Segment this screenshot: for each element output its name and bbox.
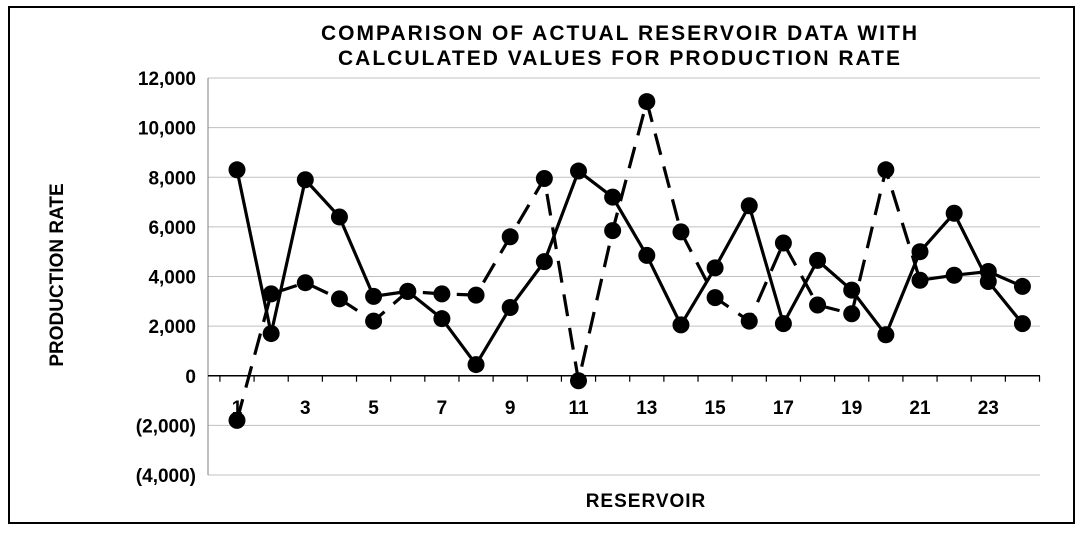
x-tick-label: 15 bbox=[705, 398, 727, 419]
solid-series-point bbox=[740, 197, 758, 215]
dashed-series-point bbox=[262, 285, 280, 303]
solid-series-point bbox=[877, 326, 895, 344]
series-lines bbox=[235, 99, 1024, 421]
dashed-series-point bbox=[467, 286, 485, 304]
x-axis-label: RESERVOIR bbox=[586, 491, 707, 512]
dashed-series-point bbox=[535, 169, 553, 187]
solid-series-point bbox=[1013, 315, 1031, 333]
dashed-series-point bbox=[604, 222, 622, 240]
x-tick-label: 11 bbox=[568, 398, 589, 419]
dashed-series-line bbox=[235, 99, 1024, 421]
solid-series-point bbox=[433, 310, 451, 328]
dashed-series-point bbox=[911, 271, 929, 289]
dashed-series-point bbox=[877, 161, 895, 179]
x-tick-label: 21 bbox=[909, 398, 931, 419]
x-tick-label: 19 bbox=[841, 398, 862, 419]
dashed-series-point bbox=[228, 411, 246, 429]
x-tick-label: 1 bbox=[232, 398, 243, 419]
solid-series-point bbox=[911, 243, 929, 261]
y-tick-label: (4,000) bbox=[136, 466, 196, 487]
x-tick-label: 5 bbox=[368, 398, 379, 419]
y-axis-label: PRODUCTION RATE bbox=[47, 183, 68, 366]
y-tick-label: 4,000 bbox=[148, 268, 196, 289]
dashed-series-point bbox=[774, 234, 792, 252]
dashed-series-point bbox=[1013, 277, 1031, 295]
solid-series-point bbox=[262, 325, 280, 343]
y-tick-label: 6,000 bbox=[148, 218, 196, 239]
dashed-series-point bbox=[296, 274, 314, 292]
solid-series-point bbox=[501, 299, 519, 317]
dashed-series-point bbox=[843, 305, 861, 323]
solid-series-point bbox=[843, 281, 861, 299]
dashed-series-point bbox=[979, 263, 997, 281]
gridlines bbox=[208, 77, 1040, 476]
dashed-series-point bbox=[740, 312, 758, 330]
x-tick-label: 3 bbox=[300, 398, 311, 419]
x-tick-label: 13 bbox=[636, 398, 657, 419]
solid-series-point bbox=[604, 188, 622, 206]
chart-title-line-1: COMPARISON OF ACTUAL RESERVOIR DATA WITH bbox=[321, 22, 919, 45]
dashed-series-point bbox=[672, 223, 690, 241]
x-tick-labels: 1 3 5 7 9 11 13 15 17 19 21 23 bbox=[232, 398, 999, 419]
y-tick-label: 2,000 bbox=[148, 317, 196, 338]
dashed-series-point bbox=[945, 266, 963, 284]
dashed-series-point bbox=[809, 296, 827, 314]
series-markers bbox=[228, 93, 1031, 429]
dashed-series-point bbox=[638, 93, 656, 111]
x-tick-label: 7 bbox=[437, 398, 448, 419]
dashed-series-point bbox=[570, 372, 587, 390]
solid-series-point bbox=[535, 253, 553, 271]
y-tick-label: 8,000 bbox=[148, 168, 196, 189]
dashed-series-point bbox=[365, 312, 383, 330]
solid-series-point bbox=[809, 251, 827, 269]
y-tick-label: 12,000 bbox=[138, 69, 196, 90]
solid-series-point bbox=[945, 204, 963, 222]
solid-series-line bbox=[235, 169, 1024, 367]
x-tick-label: 9 bbox=[505, 398, 516, 419]
y-tick-labels: 12,000 10,000 8,000 6,000 4,000 2,000 0 (2,000)… bbox=[136, 69, 196, 487]
y-tick-label: 10,000 bbox=[138, 119, 196, 140]
solid-series-point bbox=[365, 287, 383, 305]
dashed-series-point bbox=[399, 282, 417, 300]
solid-series-point bbox=[467, 356, 485, 374]
solid-series-point bbox=[296, 171, 314, 189]
solid-series-point bbox=[570, 162, 587, 180]
solid-series-point bbox=[672, 316, 690, 334]
y-tick-label: (2,000) bbox=[136, 416, 196, 437]
y-tick-label: 0 bbox=[185, 367, 196, 388]
dashed-series-point bbox=[706, 289, 724, 307]
solid-series-point bbox=[228, 161, 246, 179]
dashed-series-point bbox=[433, 285, 451, 303]
solid-series-point bbox=[638, 246, 656, 264]
x-tick-label: 23 bbox=[978, 398, 999, 419]
solid-series-point bbox=[330, 208, 348, 226]
solid-series-point bbox=[774, 315, 792, 333]
x-tick-label: 17 bbox=[773, 398, 794, 419]
chart-title-line-2: CALCULATED VALUES FOR PRODUCTION RATE bbox=[338, 47, 902, 70]
dashed-series-point bbox=[330, 290, 348, 308]
solid-series-point bbox=[706, 259, 724, 277]
axes bbox=[207, 78, 1041, 475]
dashed-series-point bbox=[501, 228, 519, 246]
